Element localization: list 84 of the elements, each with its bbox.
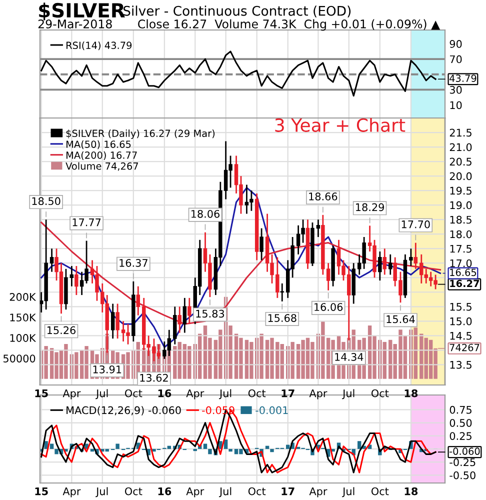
y-tick-label: 0.50 [450,418,472,427]
x-tick-label: Oct [371,389,389,398]
x-tick-label: Apr [186,487,204,498]
data-label: 74267 [450,344,480,352]
annotation: 15.83 [196,310,224,318]
y-tick-label: 30 [450,86,462,94]
y-tick-label: 18.0 [450,230,472,238]
data-label: 16.65 [450,268,476,276]
legend-label: Volume 74,267 [66,162,138,171]
annotation: 13.62 [140,374,168,382]
x-tick-label: 16 [158,487,172,496]
chart-title: $SILVER [39,2,125,20]
legend-label: MA(50) 16.65 [66,140,131,150]
x-tick-label: 17 [282,487,294,496]
legend-label: MA(200) 16.77 [66,151,137,160]
y-tick-label: 0.25 [450,432,472,440]
annotation: 17.77 [72,218,101,226]
annotation: 14.34 [335,352,364,361]
legend-label: RSI(14) 43.79 [66,42,132,50]
y2-tick-label: 150K [10,314,36,322]
y-tick-label: 20.5 [450,158,472,166]
x-tick-label: 15 [35,487,48,496]
annotation: 17.70 [402,220,430,228]
y2-tick-label: 50000 [4,354,36,362]
x-tick-label: Apr [62,487,81,498]
annotation: 15.68 [268,314,296,322]
annotation: 18.06 [191,210,220,218]
x-tick-label: Jul [342,389,354,400]
annotation: 18.50 [32,197,60,206]
y-tick-label: 10 [450,101,462,110]
annotation: 13.91 [93,365,122,374]
annotation: 18.29 [356,203,384,212]
x-tick-label: Apr [62,389,81,400]
x-tick-label: Oct [248,487,266,496]
y-tick-label: -0.25 [450,458,476,466]
y-tick-label: 13.5 [450,360,472,369]
data-label: 43.79 [450,74,476,82]
y-tick-label: 17.0 [450,259,472,268]
y-tick-label: 20.0 [450,172,472,180]
legend-label: $SILVER (Daily) 16.27 (29 Mar) [66,130,215,139]
x-tick-label: 17 [282,389,294,398]
y-tick-label: 17.5 [450,244,472,253]
x-tick-label: Oct [124,487,142,496]
y-tick-label: 21.0 [450,143,472,152]
annotation: Close 16.27 Volume 74.3K Chg +0.01 (+0.09%) ▲ [138,19,440,31]
x-tick-label: Apr [186,389,204,400]
x-tick-label: Apr [309,487,328,498]
data-label: -0.060 [450,448,480,455]
x-tick-label: Jul [218,487,232,498]
y-tick-label: 14.5 [450,332,472,340]
y-tick-label: 90 [450,40,462,48]
x-tick-label: Oct [124,389,142,398]
x-tick-label: Jul [342,487,354,498]
annotation: 3 Year + Chart [275,118,406,132]
y-tick-label: 70 [450,55,462,64]
x-tick-label: Jul [96,487,108,498]
x-tick-label: 15 [35,389,48,398]
x-tick-label: 18 [404,487,418,496]
y-tick-label: 0.75 [450,406,472,414]
y-tick-label: 21.5 [450,128,472,137]
y-tick-label: 15.0 [450,317,472,326]
annotation: 18.66 [309,192,338,200]
annotation: 15.26 [47,326,76,334]
x-tick-label: 16 [158,389,172,398]
x-tick-label: Apr [309,389,328,400]
text: 29-Mar-2018 [38,19,112,28]
annotation: 15.64 [386,315,415,324]
x-tick-label: Jul [96,389,108,400]
x-tick-label: Jul [218,389,232,400]
y2-tick-label: 200K [10,293,36,301]
y-tick-label: 18.5 [450,216,472,224]
y2-tick-label: 100K [10,334,36,342]
text: 16.27 [450,280,480,288]
legend-label: -0.001 [256,406,288,414]
x-tick-label: Oct [248,389,266,398]
y-tick-label: 19.0 [450,201,472,210]
y-tick-label: -0.50 [450,471,476,480]
x-tick-label: 18 [404,389,418,398]
x-tick-label: Oct [371,487,389,496]
legend-label: MACD(12,26,9) -0.060 [66,406,181,416]
y-tick-label: 19.5 [450,186,472,195]
annotation: 16.06 [314,303,343,311]
annotation: 16.37 [120,258,148,267]
y-tick-label: 15.5 [450,303,472,311]
